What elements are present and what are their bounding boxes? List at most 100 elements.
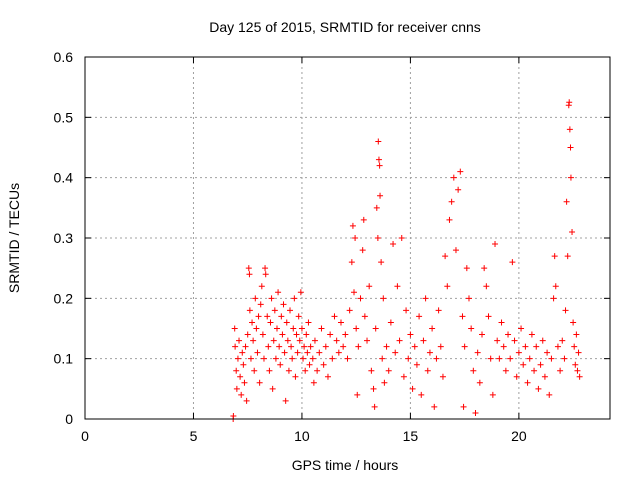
data-point: [342, 331, 349, 338]
data-point: [243, 397, 250, 404]
data-point: [481, 265, 488, 272]
data-point: [422, 295, 429, 302]
data-point: [262, 265, 269, 272]
data-point: [392, 349, 399, 356]
data-point: [361, 313, 368, 320]
x-tick-label: 10: [294, 428, 310, 444]
data-point: [518, 325, 525, 332]
data-point: [437, 343, 444, 350]
data-point: [293, 331, 300, 338]
data-point: [496, 355, 503, 362]
data-point: [575, 349, 582, 356]
data-point: [535, 385, 542, 392]
data-point: [455, 186, 462, 193]
data-point: [346, 307, 353, 314]
data-point: [246, 271, 253, 278]
data-point: [231, 325, 238, 332]
data-point: [548, 355, 555, 362]
data-point: [284, 337, 291, 344]
data-point: [566, 126, 573, 133]
data-point: [275, 289, 282, 296]
data-point: [485, 313, 492, 320]
data-point: [302, 367, 309, 374]
data-point: [557, 367, 564, 374]
data-point: [513, 373, 520, 380]
data-point: [304, 349, 311, 356]
data-point: [424, 367, 431, 374]
data-point: [476, 379, 483, 386]
data-point: [370, 385, 377, 392]
data-point: [292, 373, 299, 380]
data-point: [509, 259, 516, 266]
data-point: [468, 325, 475, 332]
data-point: [297, 289, 304, 296]
data-point: [465, 295, 472, 302]
data-point: [376, 162, 383, 169]
data-point: [537, 361, 544, 368]
data-point: [230, 412, 237, 419]
data-point: [233, 385, 240, 392]
data-point: [552, 283, 559, 290]
data-point: [505, 331, 512, 338]
data-point: [457, 168, 464, 175]
data-point: [429, 325, 436, 332]
data-point: [270, 337, 277, 344]
data-point: [576, 373, 583, 380]
data-point: [354, 391, 361, 398]
data-point: [400, 373, 407, 380]
data-point: [407, 331, 414, 338]
data-point: [307, 343, 314, 350]
data-point: [452, 247, 459, 254]
data-point: [572, 361, 579, 368]
data-point: [320, 361, 327, 368]
data-point: [567, 144, 574, 151]
data-point: [444, 283, 451, 290]
data-point: [238, 391, 245, 398]
data-point: [531, 367, 538, 374]
data-point: [285, 367, 292, 374]
data-point: [489, 391, 496, 398]
data-point: [268, 295, 275, 302]
data-point: [387, 319, 394, 326]
data-point: [494, 337, 501, 344]
data-point: [245, 265, 252, 272]
y-tick-label: 0: [65, 411, 73, 427]
data-point: [253, 325, 260, 332]
data-point: [418, 391, 425, 398]
data-point: [351, 289, 358, 296]
data-point: [298, 325, 305, 332]
data-point: [479, 331, 486, 338]
data-point: [498, 319, 505, 326]
data-point: [337, 319, 344, 326]
data-point: [571, 343, 578, 350]
data-point: [416, 313, 423, 320]
x-tick-label: 5: [190, 428, 198, 444]
data-point: [256, 379, 263, 386]
data-point: [551, 253, 558, 260]
data-point: [360, 216, 367, 223]
data-point: [355, 343, 362, 350]
x-tick-label: 0: [81, 428, 89, 444]
data-point: [281, 349, 288, 356]
data-point: [439, 373, 446, 380]
data-point: [333, 337, 340, 344]
data-point: [472, 409, 479, 416]
data-point: [426, 349, 433, 356]
data-point: [500, 343, 507, 350]
data-point: [269, 385, 276, 392]
data-point: [533, 343, 540, 350]
data-point: [280, 301, 287, 308]
data-point: [311, 337, 318, 344]
x-tick-label: 15: [403, 428, 419, 444]
y-tick-label: 0.3: [54, 230, 74, 246]
data-point: [380, 295, 387, 302]
data-point: [375, 156, 382, 163]
data-point: [461, 343, 468, 350]
data-point: [282, 397, 289, 404]
data-point: [279, 331, 286, 338]
data-point: [554, 343, 561, 350]
data-point: [322, 343, 329, 350]
data-point: [383, 343, 390, 350]
